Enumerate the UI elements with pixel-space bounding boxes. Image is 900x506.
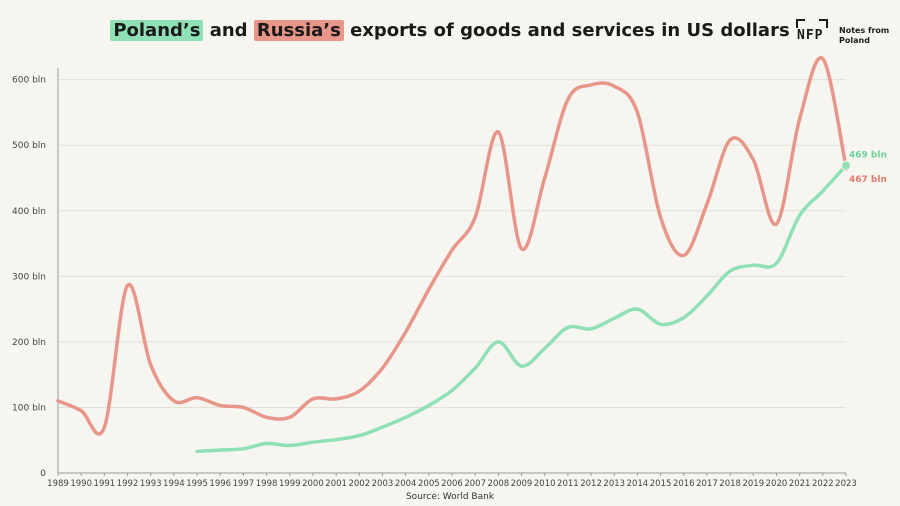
x-tick-label: 2009 [511, 479, 533, 489]
x-tick-label: 2014 [627, 479, 649, 489]
x-tick-label: 2016 [673, 479, 695, 489]
x-tick-label: 2004 [395, 479, 417, 489]
logo-mark-text: NFP [797, 28, 824, 43]
logo-bracket-icon [796, 19, 828, 28]
chart-title: Poland’s and Russia’s exports of goods a… [0, 20, 900, 41]
x-tick-label: 2007 [464, 479, 486, 489]
x-tick-label: 2019 [742, 479, 764, 489]
poland-line [195, 163, 848, 454]
y-tick-label: 200 bln [12, 338, 46, 348]
x-tick-label: 1990 [70, 479, 92, 489]
grid-lines [58, 79, 846, 474]
x-tick-label: 2000 [302, 479, 324, 489]
x-tick-label: 2012 [580, 479, 602, 489]
logo-name-line2: Poland [839, 36, 870, 45]
title-rest: exports of goods and services in US doll… [343, 20, 790, 41]
y-tick-label: 100 bln [12, 403, 46, 413]
y-tick-label: 400 bln [12, 207, 46, 217]
x-tick-label: 1997 [233, 479, 255, 489]
x-tick-label: 1989 [47, 479, 69, 489]
x-tick-label: 2017 [696, 479, 718, 489]
y-axis: 0 100 bln 200 bln 300 bln 400 bln 500 bln 600 … [12, 68, 59, 479]
x-tick-label: 2003 [372, 479, 394, 489]
x-tick-label: 2011 [557, 479, 579, 489]
x-tick-label: 1999 [279, 479, 301, 489]
x-tick-label: 1998 [256, 479, 278, 489]
poland-end-point [841, 160, 851, 171]
y-tick-label: 0 [40, 469, 46, 479]
x-tick-label: 2001 [325, 479, 347, 489]
x-tick-label: 2002 [348, 479, 370, 489]
end-labels: 469 bln 467 bln [849, 151, 887, 185]
x-tick-label: 1992 [117, 479, 139, 489]
x-tick-label: 2015 [650, 479, 672, 489]
x-tick-label: 2021 [789, 479, 811, 489]
series-lines [56, 55, 851, 454]
y-tick-label: 500 bln [12, 141, 46, 151]
title-russia-highlight: Russia’s [253, 20, 344, 41]
x-tick-label: 2022 [812, 479, 834, 489]
x-tick-label: 2010 [534, 479, 556, 489]
x-tick-label: 2013 [603, 479, 625, 489]
x-tick-label: 2006 [441, 479, 463, 489]
x-tick-label: 1996 [209, 479, 231, 489]
x-tick-label: 1994 [163, 479, 185, 489]
y-tick-label: 600 bln [12, 76, 46, 86]
nfp-logo-mark: NFP [795, 18, 828, 44]
logo-name-line1: Notes from [839, 26, 890, 35]
poland-end-label: 469 bln [849, 151, 887, 161]
x-tick-label: 2018 [719, 479, 741, 489]
x-tick-label: 2023 [835, 479, 857, 489]
x-tick-label: 2008 [488, 479, 510, 489]
y-tick-label: 300 bln [12, 272, 46, 282]
x-tick-label: 1995 [186, 479, 208, 489]
x-tick-label: 2005 [418, 479, 440, 489]
russia-line [56, 55, 848, 436]
title-and: and [203, 20, 254, 41]
title-poland-highlight: Poland’s [110, 20, 204, 41]
russia-end-label: 467 bln [849, 175, 887, 185]
nfp-logo: NFP Notes from Poland [795, 16, 895, 56]
x-tick-label: 1991 [94, 479, 116, 489]
x-tick-label: 2020 [766, 479, 788, 489]
logo-name: Notes from Poland [839, 26, 899, 46]
x-axis: 1989 1990 1991 1992 1993 1994 1995 1996 1997 1998… [47, 472, 857, 489]
x-tick-label: 1993 [140, 479, 162, 489]
source-note: Source: World Bank [405, 492, 495, 502]
